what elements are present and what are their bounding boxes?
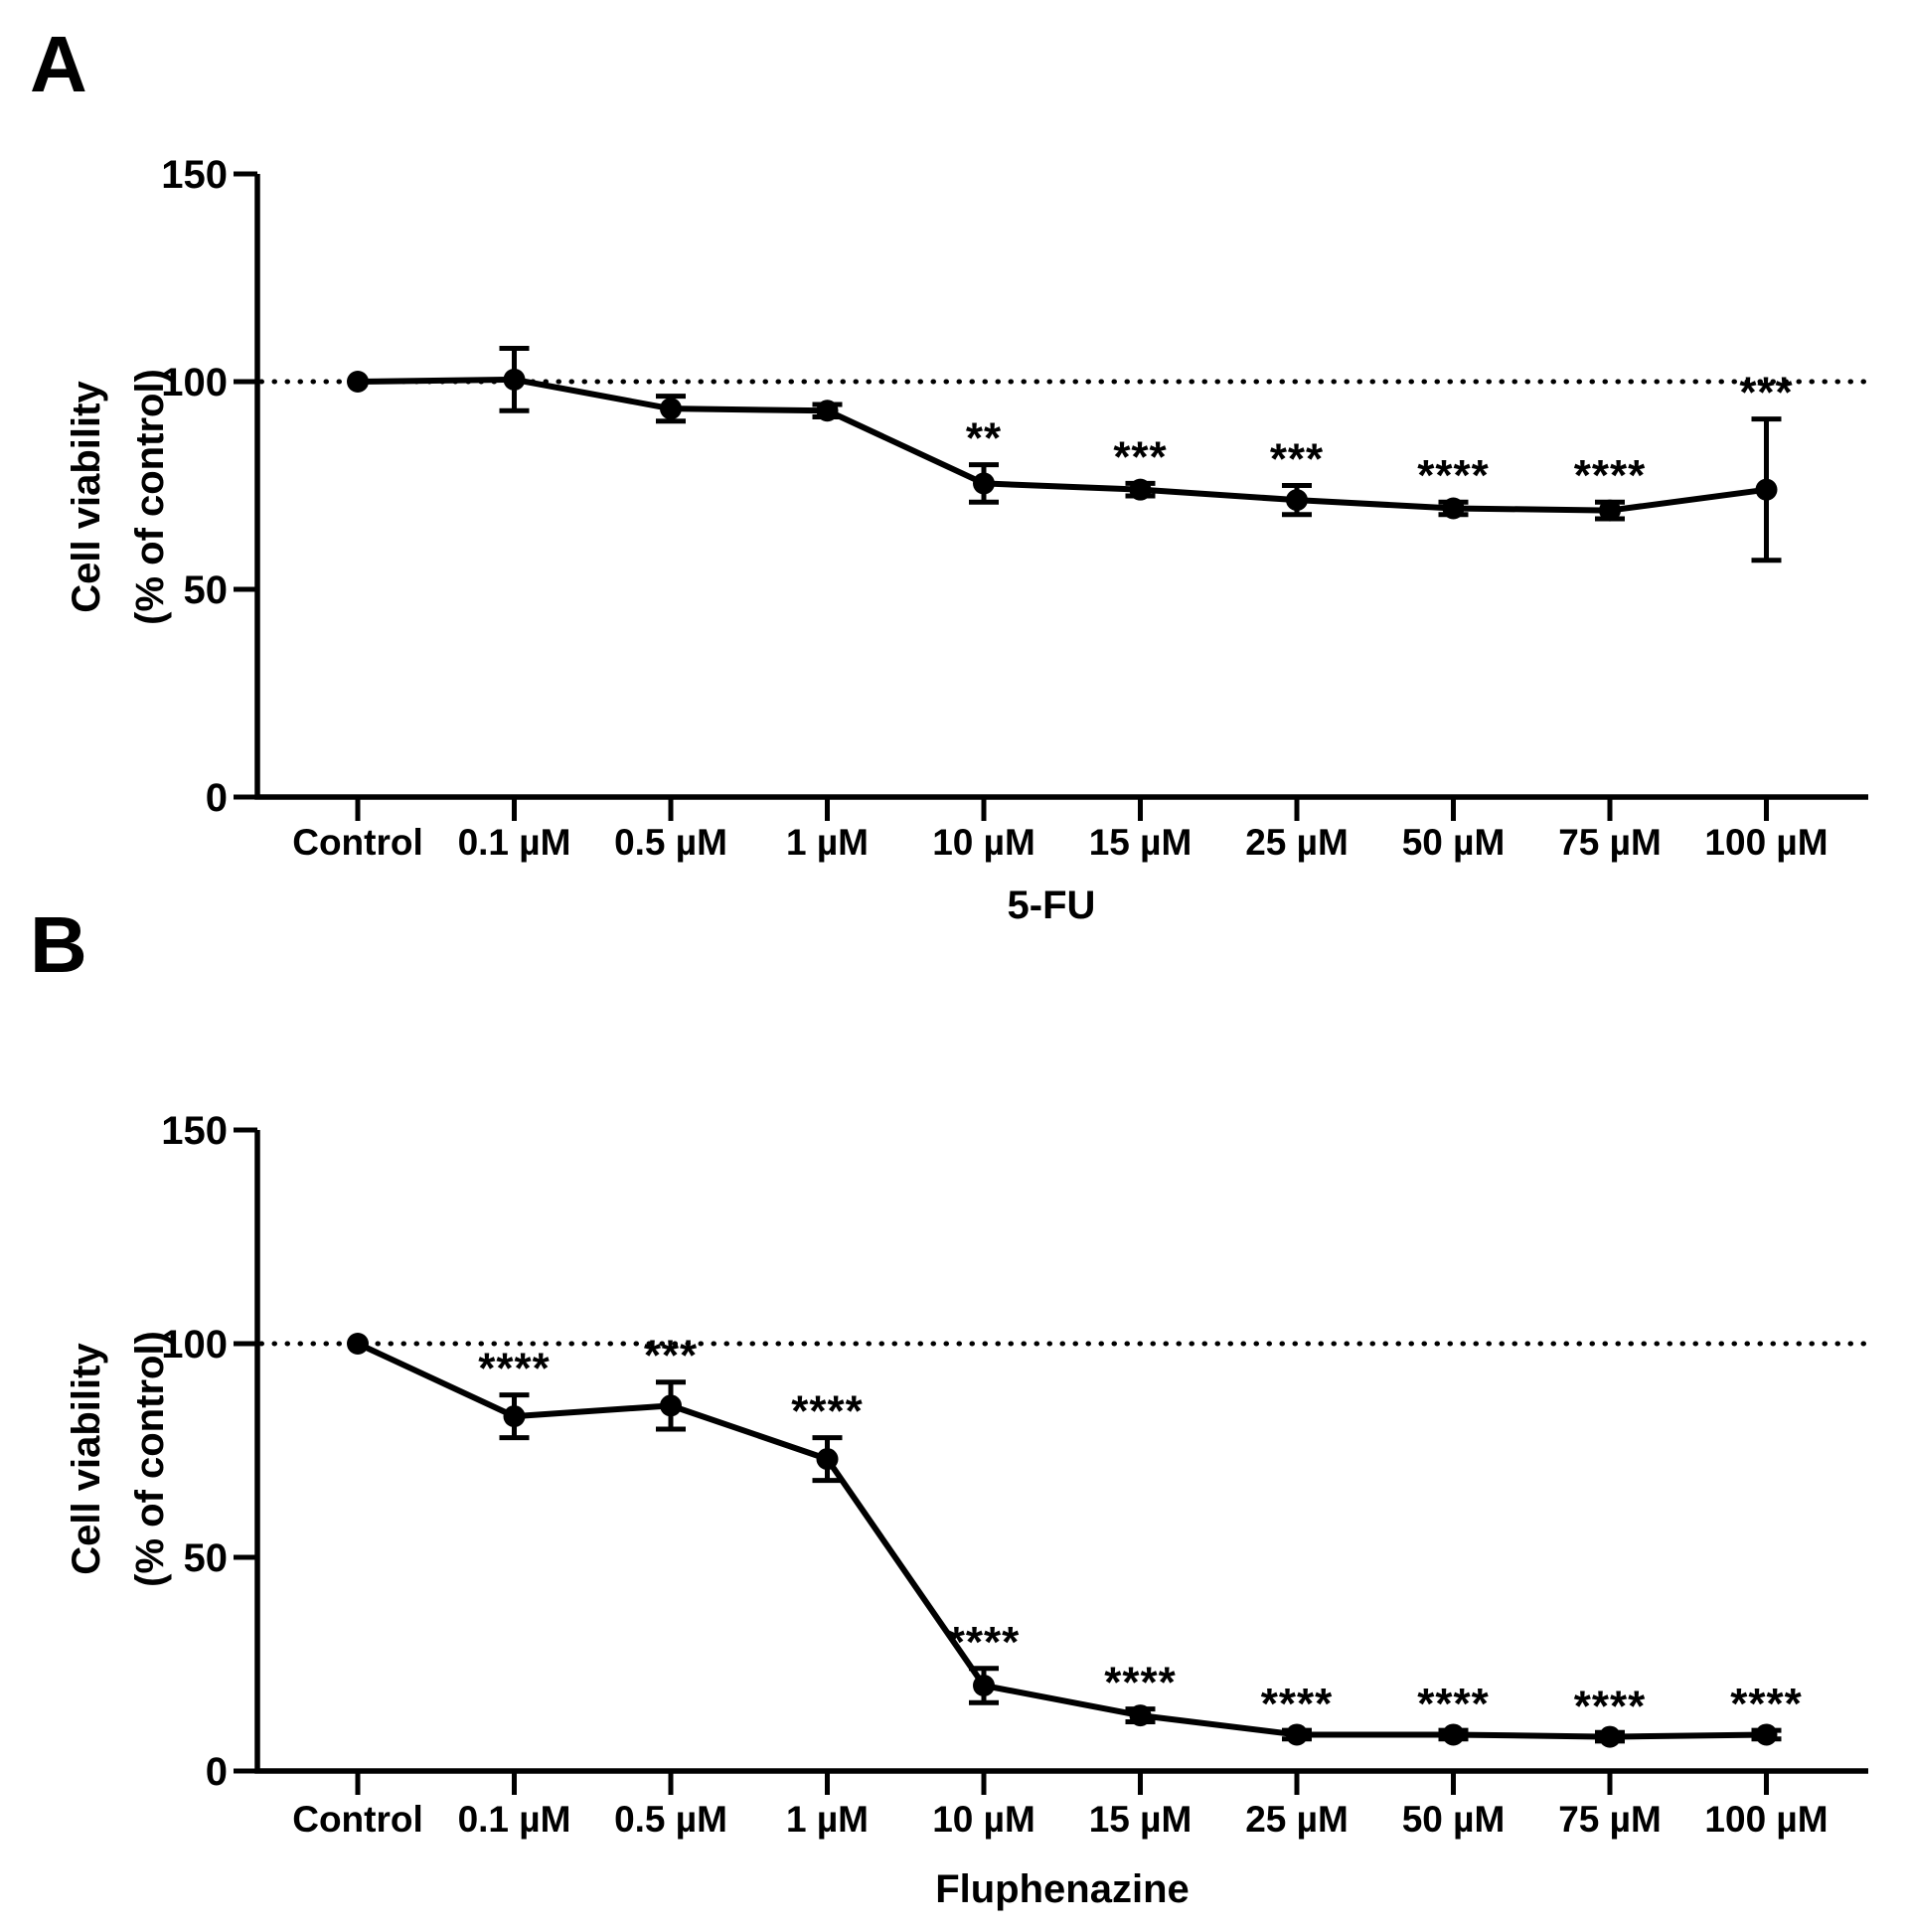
data-point-marker <box>1442 1723 1465 1746</box>
significance-label: **** <box>1574 451 1647 500</box>
data-point-marker <box>503 1405 526 1428</box>
y-tick-label: 150 <box>161 1109 228 1153</box>
significance-label: **** <box>1417 451 1490 500</box>
panel-letter: B <box>30 900 87 989</box>
significance-label: **** <box>1261 1680 1334 1728</box>
axes-spine <box>254 1130 1868 1774</box>
data-point-marker <box>816 400 839 422</box>
x-axis-title: 5-FU <box>1008 884 1096 927</box>
y-tick-label: 100 <box>161 361 228 404</box>
significance-label: **** <box>948 1618 1021 1667</box>
data-point-marker <box>660 398 682 420</box>
significance-label: **** <box>1417 1680 1490 1728</box>
x-tick-label: 75 µM <box>1558 1799 1662 1840</box>
significance-label: *** <box>1113 432 1167 481</box>
x-tick-label: 15 µM <box>1089 1799 1192 1840</box>
y-tick-label: 150 <box>161 153 228 197</box>
x-tick-label: 15 µM <box>1089 822 1192 863</box>
data-point-marker <box>973 1675 995 1696</box>
significance-label: *** <box>1270 435 1324 484</box>
x-tick-label: 25 µM <box>1245 1799 1349 1840</box>
x-tick-label: 0.1 µM <box>458 1799 571 1840</box>
significance-label: **** <box>1574 1682 1647 1730</box>
x-axis-title: Fluphenazine <box>935 1867 1190 1911</box>
x-tick-label: 0.5 µM <box>614 822 727 863</box>
data-point-marker <box>1442 497 1465 520</box>
x-tick-label: 0.1 µM <box>458 822 571 863</box>
x-tick-label: 100 µM <box>1704 822 1828 863</box>
x-tick-label: 1 µM <box>786 822 869 863</box>
significance-label: **** <box>791 1387 864 1436</box>
significance-label: **** <box>1104 1659 1177 1707</box>
x-tick-label: 75 µM <box>1558 822 1662 863</box>
x-tick-label: 100 µM <box>1704 1799 1828 1840</box>
x-tick-label: 10 µM <box>932 1799 1035 1840</box>
significance-label: **** <box>478 1345 551 1393</box>
panel-b: B 0 50 100 150 Control 0.1 µM 0.5 µM 1 µM 10 µM 15… <box>30 900 1871 1911</box>
data-series-line <box>357 376 1767 514</box>
significance-label: *** <box>644 1332 698 1380</box>
data-point-marker <box>816 1448 839 1471</box>
significance-label: **** <box>1730 1680 1803 1728</box>
significance-label: ** <box>966 414 1002 463</box>
x-tick-label: 50 µM <box>1402 1799 1506 1840</box>
y-tick-label: 0 <box>206 1750 228 1794</box>
x-tick-label: Control <box>292 1799 423 1840</box>
data-point-marker <box>347 1333 369 1355</box>
y-axis-title: Cell viability (% of control) <box>65 369 172 625</box>
x-tick-label: 25 µM <box>1245 822 1349 863</box>
y-tick-label: 100 <box>161 1323 228 1367</box>
significance-label: *** <box>1739 369 1793 417</box>
panel-a: A 0 50 100 150 Control 0.1 µM 0.5 µM 1 µM 10 µM 15… <box>30 20 1871 927</box>
data-point-marker <box>1755 478 1778 501</box>
x-tick-label: 0.5 µM <box>614 1799 727 1840</box>
data-point-marker <box>1129 1704 1152 1727</box>
data-point-marker <box>1129 478 1152 501</box>
data-series-line <box>356 1341 1767 1740</box>
x-tick-label: 50 µM <box>1402 822 1506 863</box>
data-point-marker <box>1755 1723 1778 1746</box>
x-tick-label: Control <box>292 822 423 863</box>
data-point-marker <box>1286 489 1308 512</box>
x-tick-label: 10 µM <box>932 822 1035 863</box>
data-point-marker <box>1599 1725 1621 1748</box>
y-tick-label: 50 <box>184 568 229 612</box>
y-axis-title: Cell viability (% of control) <box>65 1331 172 1587</box>
y-tick-label: 50 <box>184 1536 229 1580</box>
x-tick-label: 1 µM <box>786 1799 869 1840</box>
data-point-marker <box>1599 499 1621 522</box>
data-point-marker <box>347 371 369 393</box>
y-tick-label: 0 <box>206 776 228 820</box>
data-point-marker <box>1286 1723 1308 1746</box>
data-point-marker <box>503 368 526 391</box>
data-point-marker <box>660 1394 682 1417</box>
data-point-marker <box>973 472 995 495</box>
panel-letter: A <box>30 20 87 108</box>
